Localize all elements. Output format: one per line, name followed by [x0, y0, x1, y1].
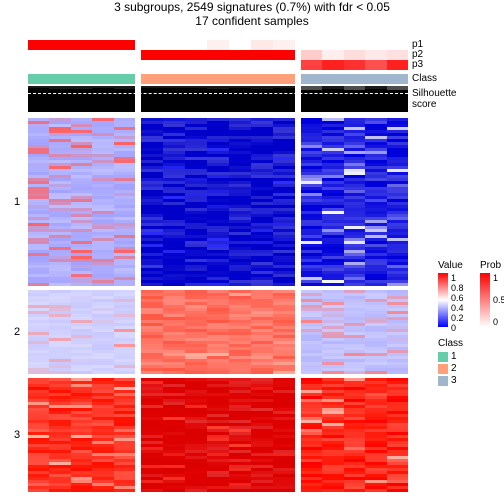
- silhouette-threshold: [28, 93, 408, 94]
- legend-value-title: Value: [438, 260, 464, 271]
- heat-block-2: [28, 290, 408, 374]
- row-group-label-3: 3: [14, 429, 20, 441]
- p1-annot: [28, 40, 408, 50]
- prob-gradient: [480, 273, 490, 327]
- silhouette-label: Silhouette score: [412, 88, 456, 110]
- heatmap-plot: [28, 40, 408, 492]
- legend-class-title: Class: [438, 338, 463, 349]
- p2-annot: [28, 50, 408, 60]
- row-group-label-2: 2: [14, 326, 20, 338]
- p3-annot: [28, 60, 408, 70]
- p3-label: p3: [412, 59, 423, 70]
- heat-block-1: [28, 118, 408, 286]
- silhouette-bar: [28, 86, 408, 112]
- class-annot: [28, 74, 408, 84]
- class-label: Class: [412, 73, 437, 84]
- subtitle: 17 confident samples: [0, 14, 504, 28]
- legend-value: Value 10.80.60.40.20: [438, 260, 464, 327]
- row-group-label-1: 1: [14, 196, 20, 208]
- legend-prob: Prob 10.50: [480, 260, 504, 327]
- heat-block-3: [28, 378, 408, 492]
- value-gradient: [438, 273, 448, 327]
- legend-prob-title: Prob: [480, 260, 504, 271]
- legend-class: Class 123: [438, 338, 463, 387]
- title: 3 subgroups, 2549 signatures (0.7%) with…: [0, 0, 504, 14]
